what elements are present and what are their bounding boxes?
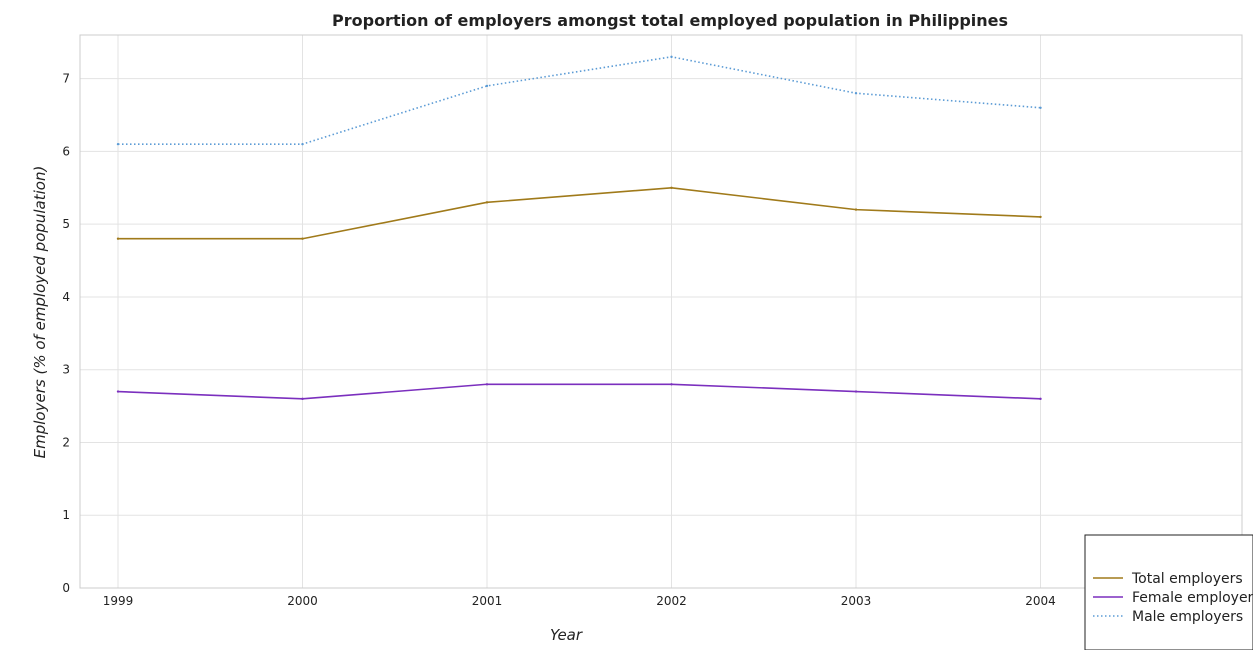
legend-label: Female employers (1132, 590, 1253, 606)
data-point (854, 92, 858, 95)
x-tick-label: 2002 (656, 594, 687, 608)
legend-box (1084, 534, 1253, 650)
data-point (301, 142, 304, 146)
data-point (670, 186, 673, 190)
data-point (301, 397, 304, 401)
legend-label: Total employers (1131, 571, 1243, 587)
y-axis-label: Employers (% of employed population) (31, 166, 49, 459)
x-tick-label: 2004 (1025, 594, 1056, 608)
grid-lines (80, 35, 1242, 589)
data-point (485, 201, 489, 204)
x-tick-label: 2000 (287, 594, 318, 608)
legend-label: Male employers (1132, 609, 1243, 625)
data-point (301, 237, 304, 240)
x-tick-label: 1999 (103, 594, 134, 608)
y-tick-label: 6 (62, 144, 70, 158)
data-point (670, 383, 673, 386)
series-lines (116, 55, 1042, 401)
data-point (485, 84, 489, 88)
legend: Total employers Female employers Male empl… (1084, 534, 1253, 650)
data-point (116, 142, 120, 146)
data-point (1039, 397, 1042, 401)
data-point (670, 55, 673, 59)
y-tick-label: 5 (62, 217, 70, 231)
y-tick-label: 7 (62, 72, 70, 86)
axis-ticks: 0 1 2 3 4 5 6 7 1999 2000 2001 2002 2003 2004 (62, 72, 1055, 608)
data-point (854, 208, 858, 211)
data-point (1039, 215, 1042, 219)
series-line-male-employers (118, 56, 1041, 145)
y-tick-label: 1 (62, 508, 70, 522)
x-tick-label: 2003 (841, 594, 872, 608)
data-point (116, 390, 120, 393)
y-tick-label: 0 (62, 581, 70, 595)
chart-title: Proportion of employers amongst total em… (332, 11, 1008, 30)
series-line-total-employers (118, 186, 1041, 240)
series-line-female-employers (117, 383, 1041, 400)
x-axis-label: Year (550, 626, 583, 644)
data-point (485, 383, 489, 386)
y-tick-label: 2 (62, 435, 70, 449)
plot-area-frame (79, 34, 1243, 589)
y-tick-label: 3 (62, 363, 70, 377)
y-tick-label: 4 (62, 290, 70, 304)
data-point (1039, 106, 1042, 109)
x-tick-label: 2001 (472, 594, 503, 608)
data-point (854, 390, 858, 393)
data-point (116, 237, 120, 240)
